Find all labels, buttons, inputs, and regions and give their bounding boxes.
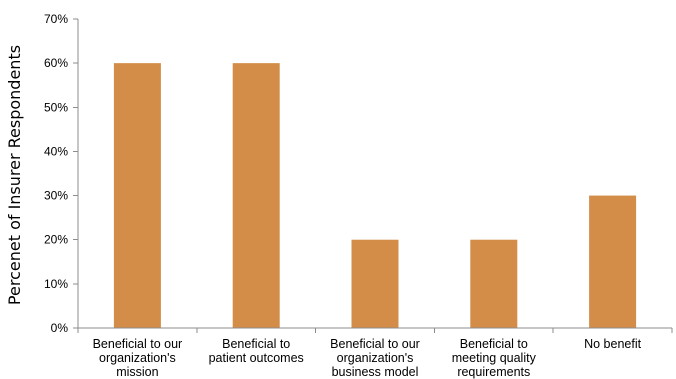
y-tick-label: 40% [44,144,68,158]
y-tick-label: 0% [51,321,69,335]
x-category-label: Beneficial to our organization's mission [93,337,183,379]
y-axis-title-group: Percenet of Insurer Respondents [5,45,24,305]
y-tick-label: 50% [44,100,68,114]
y-tick-label: 20% [44,233,68,247]
bar [113,63,161,329]
x-category-label: Beneficial to meeting quality requirements [452,337,537,379]
x-axis-categories: Beneficial to our organization's mission Be… [93,337,642,379]
bar [589,195,637,328]
x-category-label: Beneficial to patient outcomes [209,337,304,365]
y-axis-title: Percenet of Insurer Respondents [5,45,24,305]
y-axis-ticks: 0% 10% 20% 30% 40% 50% 60% 70% [44,12,78,335]
bars [113,63,637,329]
bar [232,63,280,329]
y-tick-label: 60% [44,56,68,70]
y-tick-label: 10% [44,277,68,291]
bar [470,239,518,328]
y-tick-label: 30% [44,189,68,203]
axes [77,19,673,333]
x-category-label: Beneficial to our organization's business … [330,337,420,379]
y-tick-label: 70% [44,12,68,26]
x-category-label: No benefit [584,337,642,351]
bar [351,239,399,328]
